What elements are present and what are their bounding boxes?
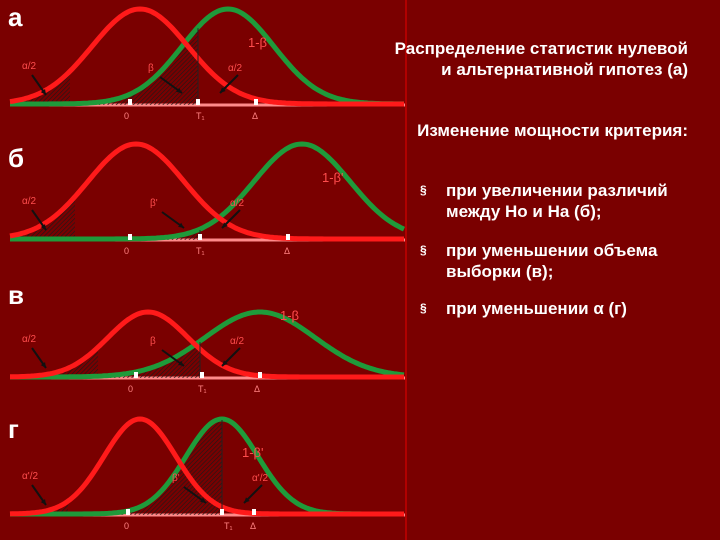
axis-tick xyxy=(286,234,290,240)
power-label: 1-β' xyxy=(322,170,344,185)
panel-letter-g: г xyxy=(8,414,19,444)
alpha-left-region xyxy=(10,197,75,240)
axis-tick xyxy=(220,509,224,515)
divider xyxy=(405,0,407,540)
axis-critical-label: T₁ xyxy=(198,384,207,394)
alpha-right-label: α/2 xyxy=(230,198,245,209)
axis-tick xyxy=(196,99,200,105)
bullet-item-1: § при увеличении различий между Ho и Ha … xyxy=(420,180,720,222)
beta-label: β xyxy=(148,63,154,74)
alpha-left-label: α/2 xyxy=(22,61,37,72)
beta-region xyxy=(158,230,200,240)
alpha-right-label: α/2 xyxy=(230,336,245,347)
bullet-item-3: § при уменьшении α (г) xyxy=(420,298,720,319)
null-hypothesis-curve xyxy=(9,6,404,107)
null-hypothesis-curve xyxy=(10,309,404,380)
bullet-text: при уменьшении α (г) xyxy=(446,299,627,318)
axis-tick xyxy=(126,509,130,515)
axis-tick xyxy=(200,372,204,378)
beta-label: β' xyxy=(172,473,180,484)
power-label: 1-β xyxy=(280,308,299,323)
bullet-text: при увеличении различий между Ho и Ha (б… xyxy=(446,181,668,221)
beta-region xyxy=(114,420,222,515)
bullet-item-2: § при уменьшении объема выборки (в); xyxy=(420,240,720,282)
axis-delta-label: Δ xyxy=(252,111,258,121)
axis-tick xyxy=(258,372,262,378)
alpha-left-label: α/2 xyxy=(22,334,37,345)
axis-critical-label: T₁ xyxy=(196,246,205,256)
axis-critical-label: T₁ xyxy=(224,521,233,531)
panel-letter-v: в xyxy=(8,280,24,310)
beta-label: β xyxy=(150,336,156,347)
bullet-mark: § xyxy=(420,243,427,257)
alpha-right-arrow-head xyxy=(222,222,228,228)
axis-zero-label: 0 xyxy=(128,384,133,394)
bullet-mark: § xyxy=(420,301,427,315)
alpha-left-arrow-head xyxy=(40,89,46,95)
alpha-right-label: α/2 xyxy=(228,63,243,74)
axis-tick xyxy=(134,372,138,378)
null-hypothesis-curve xyxy=(9,416,404,517)
power-label: 1-β' xyxy=(242,445,264,460)
bullet-mark: § xyxy=(420,183,427,197)
axis-critical-label: T₁ xyxy=(196,111,205,121)
axis-tick xyxy=(254,99,258,105)
alt-hypothesis-curve xyxy=(10,309,405,380)
axis-tick xyxy=(128,99,132,105)
alpha-left-region xyxy=(10,348,98,378)
alpha-left-region xyxy=(10,72,70,105)
axis-tick xyxy=(198,234,202,240)
alpha-left-arrow-head xyxy=(40,224,46,230)
axis-tick xyxy=(252,509,256,515)
alpha-left-arrow-head xyxy=(40,362,46,368)
beta-label: β' xyxy=(150,198,158,209)
alpha-right-arrow-head xyxy=(220,87,226,93)
axis-delta-label: Δ xyxy=(250,521,256,531)
bullet-text: при уменьшении объема выборки (в); xyxy=(446,241,658,281)
axis-zero-label: 0 xyxy=(124,111,129,121)
subheading: Изменение мощности критерия: xyxy=(417,121,688,140)
beta-arrow-head xyxy=(200,497,206,503)
axis-zero-label: 0 xyxy=(124,521,129,531)
alpha-right-arrow-head xyxy=(222,360,228,366)
beta-arrow-head xyxy=(176,87,182,93)
axis-delta-label: Δ xyxy=(284,246,290,256)
alpha-left-label: α/2 xyxy=(22,196,37,207)
alpha-right-label: α'/2 xyxy=(252,473,268,484)
axis-delta-label: Δ xyxy=(254,384,260,394)
null-hypothesis-curve xyxy=(9,141,404,242)
axis-tick xyxy=(128,234,132,240)
panel-letter-a: а xyxy=(8,2,23,32)
alt-hypothesis-curve xyxy=(10,141,406,242)
alpha-left-label: α'/2 xyxy=(22,471,38,482)
heading: Распределение статистик нулевой и альтер… xyxy=(394,39,688,79)
panel-letter-b: б xyxy=(8,143,25,173)
power-label: 1-β xyxy=(248,35,267,50)
alpha-right-arrow-head xyxy=(244,497,250,503)
axis-zero-label: 0 xyxy=(124,246,129,256)
beta-arrow-head xyxy=(178,222,184,228)
beta-arrow-head xyxy=(178,360,184,366)
alt-hypothesis-curve xyxy=(10,6,404,107)
beta-region xyxy=(95,342,200,378)
alpha-left-arrow-head xyxy=(40,499,46,505)
